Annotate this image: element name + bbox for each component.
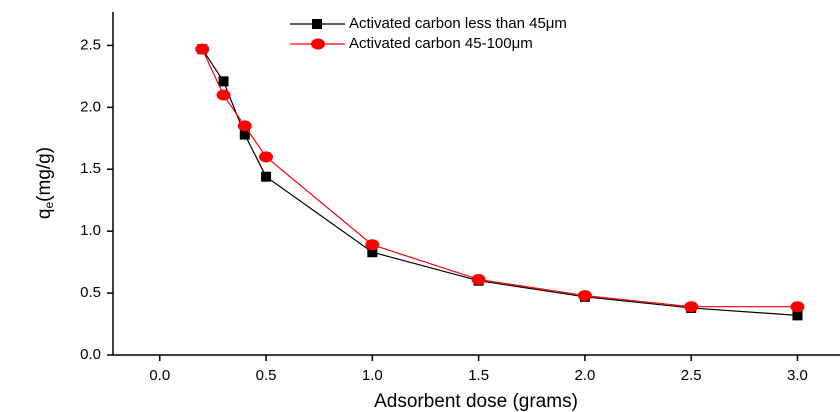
- x-tick-label: 3.0: [787, 367, 808, 384]
- x-tick-label: 0.5: [256, 367, 277, 384]
- point: [218, 76, 229, 87]
- point: [195, 43, 210, 55]
- point: [367, 247, 378, 258]
- x-tick-label: 0.0: [149, 367, 170, 384]
- series-line: [201, 48, 798, 308]
- point: [790, 301, 805, 313]
- y-tick-label: 0.5: [80, 284, 101, 301]
- point: [471, 273, 486, 285]
- point: [239, 129, 250, 140]
- point: [216, 89, 231, 101]
- legend-marker: [312, 19, 322, 29]
- y-label-main: q: [34, 209, 55, 220]
- y-tick-label: 0.0: [80, 346, 101, 363]
- x-tick-label: 1.5: [468, 367, 489, 384]
- y-tick-label: 2.5: [80, 36, 101, 53]
- x-tick-label: 2.5: [681, 367, 702, 384]
- point: [792, 310, 803, 321]
- series-line: [201, 48, 798, 316]
- point: [577, 290, 592, 302]
- y-axis-label: qe(mg/g): [34, 147, 56, 219]
- x-tick-label: 2.0: [574, 367, 595, 384]
- y-tick-label: 1.0: [80, 222, 101, 239]
- x-axis-label: Adsorbent dose (grams): [374, 391, 578, 412]
- legend-label: Activated carbon 45-100μm: [349, 35, 533, 52]
- y-tick-label: 1.5: [80, 160, 101, 177]
- point: [684, 301, 699, 313]
- y-label-rest: (mg/g): [34, 147, 55, 202]
- point: [261, 171, 272, 182]
- x-tick-label: 1.0: [362, 367, 383, 384]
- point: [365, 239, 380, 251]
- y-tick-label: 2.0: [80, 98, 101, 115]
- y-label-sub: e: [42, 202, 56, 209]
- point: [237, 120, 252, 132]
- legend-marker: [311, 38, 325, 50]
- point: [259, 151, 274, 163]
- legend-label: Activated carbon less than 45μm: [349, 15, 567, 32]
